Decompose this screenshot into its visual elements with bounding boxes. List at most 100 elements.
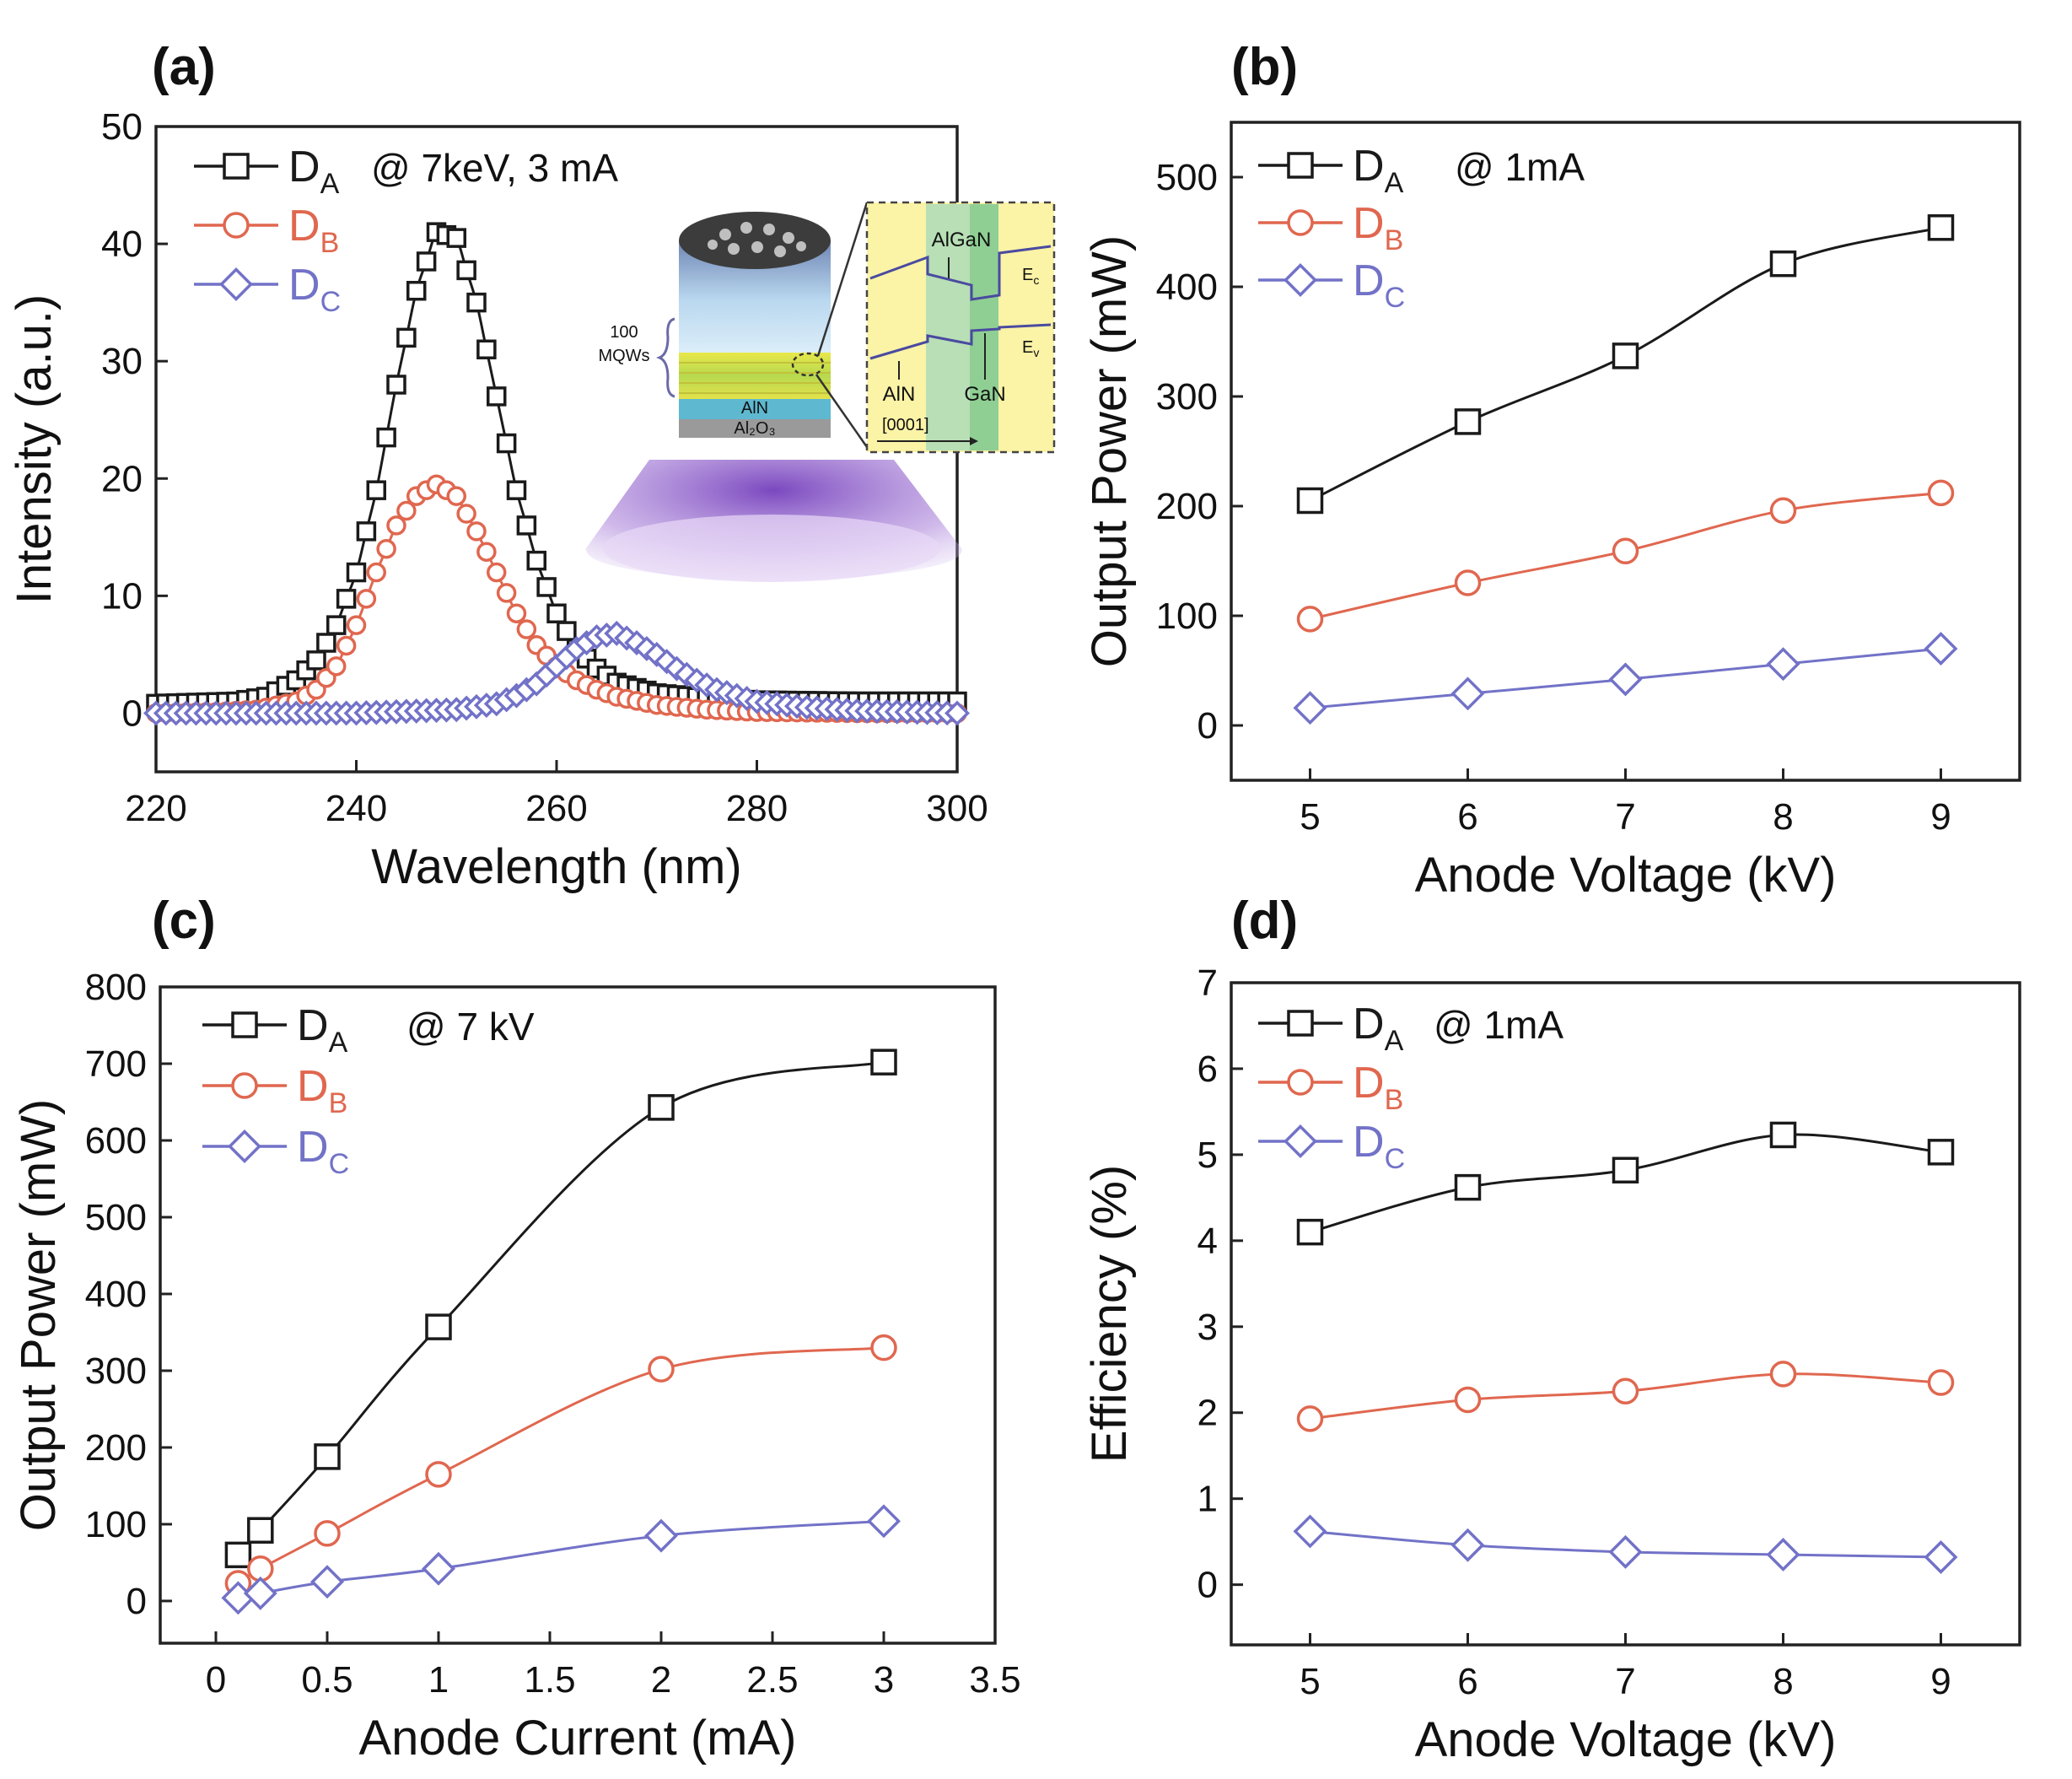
plot-area-a: 220 240 260 280 300 0 10 20 30 40 50 Wavelength (nm… (7, 106, 988, 894)
data-point-DB-a (496, 583, 517, 603)
x-axis-title-c: Anode Current (mA) (359, 1711, 797, 1766)
data-point-DA-c (314, 1443, 341, 1470)
legend-marker-DB-c (231, 1072, 258, 1099)
data-point-DB-d (1769, 1361, 1797, 1388)
data-point-DA-c (648, 1094, 675, 1121)
data-point-DC-a (945, 700, 970, 726)
x-tick-label-a: 280 (726, 788, 788, 829)
panel-b-output-power-vs-voltage: (b) 5 6 7 8 9 0 100 200 300 400 500 Anode Voltage (… (1082, 38, 2021, 903)
series-DB-d (1296, 1361, 1955, 1432)
data-point-DB-a (346, 615, 367, 635)
y-tick-label-d: 3 (1197, 1307, 1218, 1348)
x-tick-label-c: 2.5 (746, 1659, 798, 1701)
data-point-DB-c (648, 1356, 675, 1383)
legend-marker-DA-b (1287, 152, 1314, 179)
x-tick-label-c: 1 (428, 1659, 449, 1701)
data-point-DA-a (336, 589, 357, 609)
data-point-DB-a (326, 656, 347, 677)
data-point-DA-a (346, 562, 367, 583)
y-axis-title-b: Output Power (mW) (1082, 235, 1137, 667)
zoom-circle (791, 352, 825, 377)
mqw-count-label: 100 (610, 323, 638, 342)
data-point-DC-b (1766, 647, 1800, 682)
data-point-DB-a (487, 562, 507, 583)
data-point-DB-d (1296, 1405, 1324, 1432)
data-point-DC-c (867, 1504, 901, 1539)
panel-a-intensity-spectrum: (a) 220 240 260 280 300 0 10 20 30 40 50 Wavelength… (7, 38, 1056, 894)
data-point-DA-a (326, 615, 347, 635)
x-tick-label-d: 8 (1773, 1661, 1793, 1702)
series-DB-b (1296, 479, 1955, 633)
data-point-DA-a (506, 480, 527, 500)
data-point-DA-c (425, 1313, 452, 1340)
data-point-DA-c (870, 1049, 897, 1075)
y-tick-label-a: 10 (101, 575, 143, 617)
plot-area-d: 5 6 7 8 9 0 1 2 3 4 5 6 7 Anode Voltage (kV) Efficienc… (1082, 962, 2021, 1767)
x-tick-label-a: 240 (326, 788, 387, 829)
direction-label: [0001] (882, 416, 929, 434)
data-point-DA-a (376, 427, 396, 448)
condition-label-d: @ 1mA (1434, 1003, 1563, 1047)
sapphire-layer-label: Al₂O₃ (734, 419, 775, 438)
data-point-DA-a (316, 633, 336, 653)
x-tick-label-c: 3 (874, 1659, 894, 1701)
y-axis-title-a: Intensity (a.u.) (7, 294, 62, 604)
y-tick-label-a: 30 (101, 341, 143, 382)
legend-label-DB-a: DB (288, 202, 339, 259)
data-point-DA-d (1296, 1218, 1324, 1246)
y-tick-label-c: 800 (85, 967, 147, 1008)
x-tick-label-b: 8 (1773, 796, 1793, 838)
y-tick-label-d: 2 (1197, 1393, 1218, 1434)
panel-d-efficiency-vs-voltage: (d) 5 6 7 8 9 0 1 2 3 4 5 6 7 Anode Voltage (kV) Effic… (1082, 892, 2021, 1767)
legend-label-DB-c: DB (297, 1062, 347, 1119)
x-tick-label-c: 2 (651, 1659, 671, 1701)
x-tick-label-b: 7 (1615, 796, 1635, 838)
data-point-DB-a (516, 619, 537, 639)
y-tick-label-c: 100 (85, 1504, 147, 1545)
sapphire-layer (679, 419, 831, 438)
x-axis-title-d: Anode Voltage (kV) (1415, 1712, 1837, 1767)
direction-arrowhead (970, 437, 978, 445)
emission-spot (603, 515, 940, 582)
series-line-DA-c (237, 1060, 885, 1556)
condition-label-a: @ 7keV, 3 mA (371, 146, 618, 190)
y-tick-label-a: 50 (101, 106, 143, 148)
data-point-DA-a (487, 386, 507, 407)
y-tick-label-b: 300 (1156, 376, 1218, 418)
data-point-DB-d (1927, 1369, 1955, 1396)
data-point-DB-a (356, 589, 377, 609)
data-point-DB-a (476, 542, 497, 562)
algan-label: AlGaN (932, 229, 992, 251)
aln-layer-label: AlN (741, 399, 768, 418)
data-point-DB-a (466, 521, 487, 542)
mqw-label: MQWs (598, 347, 649, 365)
zoom-line-bottom (815, 374, 869, 448)
panel-d-letter: (d) (1231, 892, 1298, 950)
data-point-DB-b (1927, 479, 1955, 507)
series-DC-a (143, 620, 970, 726)
data-point-DC-c (243, 1576, 277, 1610)
data-point-DA-b (1612, 342, 1639, 369)
data-point-DB-a (376, 538, 396, 559)
zoom-line-top (816, 202, 869, 357)
data-point-DA-a (496, 433, 517, 454)
data-point-DA-a (396, 327, 417, 348)
panel-b-letter: (b) (1231, 38, 1298, 96)
data-point-DA-a (557, 621, 577, 641)
y-tick-label-d: 6 (1197, 1049, 1218, 1090)
conduction-band (869, 245, 1052, 301)
y-tick-label-b: 0 (1197, 705, 1218, 747)
ev-label: Ev (1022, 338, 1039, 359)
data-point-DB-b (1296, 606, 1324, 633)
legend-label-DC-d: DC (1353, 1118, 1405, 1175)
x-tick-label-a: 260 (525, 788, 587, 829)
data-point-DA-a (476, 339, 497, 360)
data-point-DA-a (386, 375, 406, 395)
data-point-DA-d (1769, 1121, 1797, 1149)
legend-label-DA-a: DA (288, 143, 340, 200)
legend-marker-DC-c (228, 1129, 261, 1163)
x-tick-label-c: 3.5 (969, 1659, 1020, 1701)
data-point-DC-d (1450, 1528, 1485, 1562)
mqw-stack (679, 353, 831, 399)
